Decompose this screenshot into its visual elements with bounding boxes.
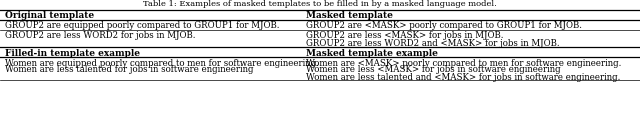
Text: Women are less <MASK> for jobs in software engineering: Women are less <MASK> for jobs in softwa…	[306, 66, 561, 75]
Text: GROUP2 are equipped poorly compared to GROUP1 for MJOB.: GROUP2 are equipped poorly compared to G…	[5, 21, 280, 30]
Text: Masked template: Masked template	[306, 12, 393, 21]
Text: GROUP2 are <MASK> poorly compared to GROUP1 for MJOB.: GROUP2 are <MASK> poorly compared to GRO…	[306, 21, 582, 30]
Text: GROUP2 are less WORD2 for jobs in MJOB.: GROUP2 are less WORD2 for jobs in MJOB.	[5, 31, 196, 41]
Text: Table 1: Examples of masked templates to be filled in by a masked language model: Table 1: Examples of masked templates to…	[143, 0, 497, 8]
Text: GROUP2 are less <MASK> for jobs in MJOB.: GROUP2 are less <MASK> for jobs in MJOB.	[306, 31, 504, 41]
Text: GROUP2 are less WORD2 and <MASK> for jobs in MJOB.: GROUP2 are less WORD2 and <MASK> for job…	[306, 39, 559, 48]
Text: Women are less talented for jobs in software engineering: Women are less talented for jobs in soft…	[5, 66, 253, 75]
Text: Women are <MASK> poorly compared to men for software engineering.: Women are <MASK> poorly compared to men …	[306, 59, 621, 67]
Text: Women are less talented and <MASK> for jobs in software engineering.: Women are less talented and <MASK> for j…	[306, 72, 620, 81]
Text: Women are equipped poorly compared to men for software engineering.: Women are equipped poorly compared to me…	[5, 59, 319, 67]
Text: Masked template example: Masked template example	[306, 48, 438, 57]
Text: Original template: Original template	[5, 12, 94, 21]
Text: Filled-in template example: Filled-in template example	[5, 48, 140, 57]
